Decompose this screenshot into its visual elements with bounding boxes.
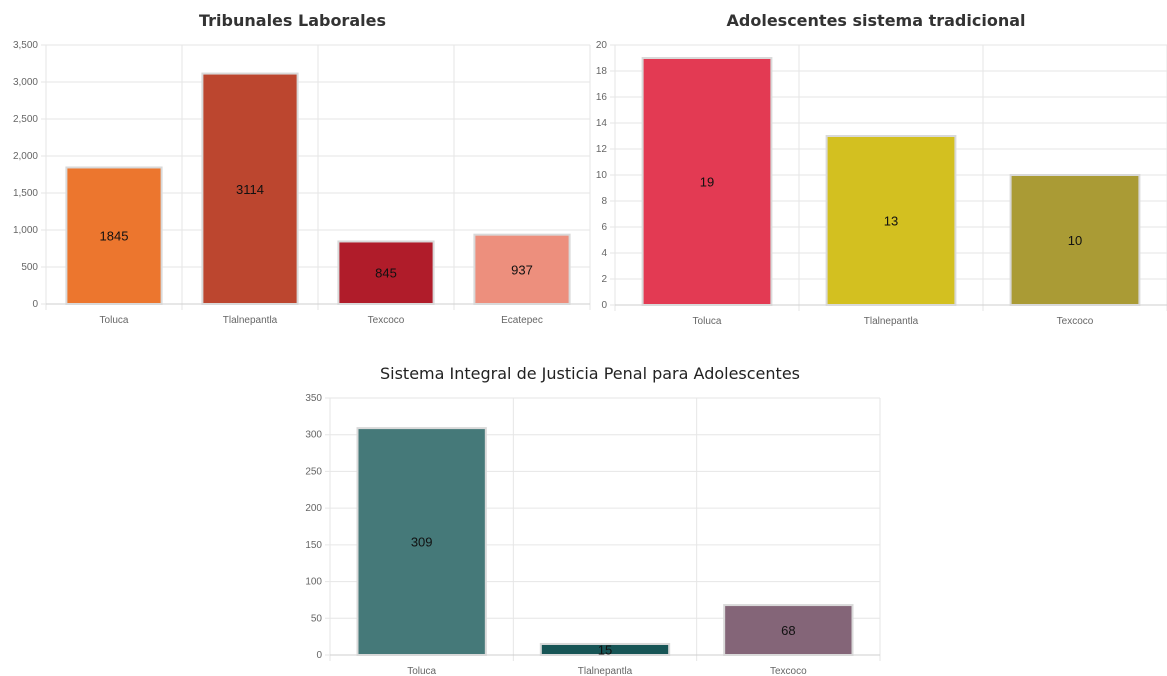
data-label: 845	[375, 266, 397, 281]
y-tick-label: 12	[596, 144, 608, 155]
bar-texcoco	[337, 240, 435, 305]
x-tick-label: Texcoco	[770, 666, 807, 676]
y-tick-label: 0	[601, 300, 607, 311]
data-label: 68	[781, 623, 795, 638]
bar-texcoco	[723, 604, 854, 656]
bar-tlalnepantla	[539, 642, 671, 657]
y-tick-label: 8	[601, 196, 607, 207]
plot-area: 0 50 100 150 200 250 300 350 309 Toluca 15 Tlalnepa…	[305, 393, 881, 676]
y-tick-label: 1,000	[13, 225, 38, 236]
y-tick-label: 3,000	[13, 77, 38, 88]
y-tick-label: 4	[601, 248, 607, 259]
y-tick-label: 200	[305, 503, 322, 514]
data-label: 1845	[100, 229, 129, 244]
x-tick-label: Tlalnepantla	[864, 316, 919, 327]
plot-area: 0 2 4 6 8 10 12 14 16 18 20 19 Toluca 13 Tlalnepantla 1…	[596, 40, 1167, 327]
x-tick-label: Tlalnepantla	[223, 315, 278, 326]
y-tick-label: 50	[311, 613, 323, 624]
y-tick-label: 250	[305, 466, 322, 477]
x-tick-label: Texcoco	[1057, 316, 1094, 327]
x-tick-label: Texcoco	[368, 315, 405, 326]
y-tick-label: 100	[305, 577, 322, 588]
y-tick-label: 10	[596, 170, 608, 181]
data-label: 19	[700, 175, 714, 190]
chart-sistema-integral-justicia-penal: Sistema Integral de Justicia Penal para …	[280, 355, 900, 676]
data-label: 3114	[236, 182, 264, 197]
y-tick-label: 20	[596, 40, 608, 51]
y-tick-label: 2,500	[13, 114, 38, 125]
y-tick-label: 14	[596, 118, 608, 129]
y-tick-label: 2,000	[13, 151, 38, 162]
data-label: 10	[1068, 233, 1082, 248]
y-tick-label: 350	[305, 393, 322, 404]
x-tick-label: Ecatepec	[501, 315, 543, 326]
y-tick-label: 150	[305, 540, 322, 551]
x-tick-label: Toluca	[407, 666, 436, 676]
bar-toluca	[356, 427, 487, 656]
y-tick-label: 1,500	[13, 188, 38, 199]
plot-area: 0 500 1,000 1,500 2,000 2,500 3,000 3,500 1845 To…	[13, 40, 591, 326]
x-tick-label: Toluca	[693, 316, 722, 327]
chart-title: Adolescentes sistema tradicional	[726, 11, 1026, 30]
bar-toluca	[641, 57, 773, 306]
bar-texcoco	[1009, 174, 1141, 306]
chart-title: Tribunales Laborales	[199, 11, 386, 30]
y-tick-label: 0	[316, 650, 322, 661]
bar-ecatepec	[473, 233, 571, 305]
data-label: 309	[411, 535, 433, 550]
y-tick-label: 6	[601, 222, 607, 233]
bar-tlalnepantla	[201, 72, 299, 306]
y-tick-label: 3,500	[13, 40, 38, 51]
y-tick-label: 2	[601, 274, 607, 285]
y-tick-label: 16	[596, 92, 608, 103]
y-tick-label: 300	[305, 430, 322, 441]
data-label: 937	[511, 262, 533, 277]
data-label: 13	[884, 214, 898, 229]
bar-toluca	[65, 166, 163, 305]
bar-tlalnepantla	[825, 135, 957, 306]
y-tick-label: 18	[596, 66, 608, 77]
chart-adolescentes-sistema-tradicional: Adolescentes sistema tradicional 0 2 4 6 8 10…	[585, 0, 1167, 335]
x-tick-label: Toluca	[100, 315, 129, 326]
y-tick-label: 500	[21, 262, 38, 273]
chart-title: Sistema Integral de Justicia Penal para …	[379, 364, 800, 383]
y-tick-label: 0	[32, 299, 38, 310]
data-label: 15	[598, 642, 612, 657]
x-tick-label: Tlalnepantla	[578, 666, 633, 676]
chart-tribunales-laborales: Tribunales Laborales 0 500 1,000 1,500 2,000…	[0, 0, 591, 335]
